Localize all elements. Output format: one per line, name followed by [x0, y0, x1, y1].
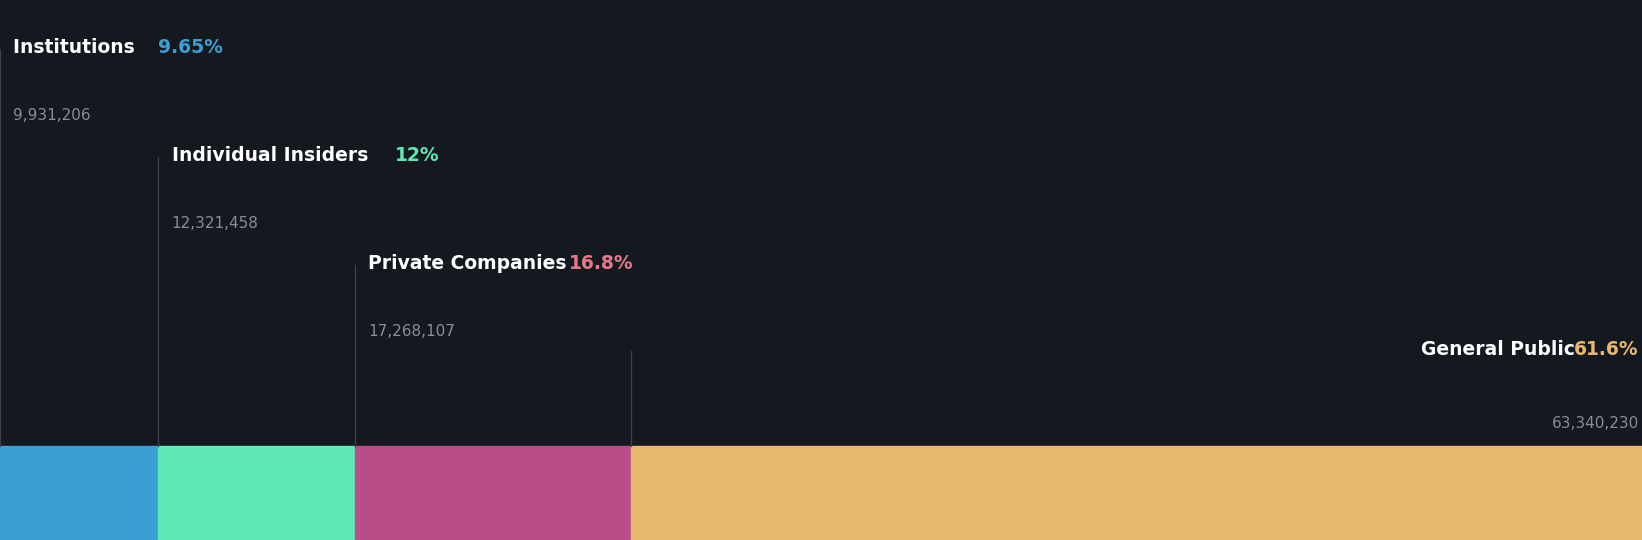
Text: 12,321,458: 12,321,458: [171, 216, 258, 231]
Bar: [158, 446, 355, 540]
Text: 16.8%: 16.8%: [570, 254, 634, 273]
Bar: [631, 446, 1642, 540]
Bar: [355, 446, 631, 540]
Text: 9,931,206: 9,931,206: [13, 108, 90, 123]
Text: 17,268,107: 17,268,107: [368, 324, 455, 339]
Text: General Public: General Public: [1420, 340, 1575, 359]
Text: 63,340,230: 63,340,230: [1552, 416, 1639, 431]
Bar: [0, 446, 158, 540]
Text: Individual Insiders: Individual Insiders: [171, 146, 374, 165]
Text: Private Companies: Private Companies: [368, 254, 573, 273]
Text: 9.65%: 9.65%: [158, 38, 223, 57]
Text: Institutions: Institutions: [13, 38, 141, 57]
Text: 12%: 12%: [394, 146, 440, 165]
Text: 61.6%: 61.6%: [1575, 340, 1639, 359]
